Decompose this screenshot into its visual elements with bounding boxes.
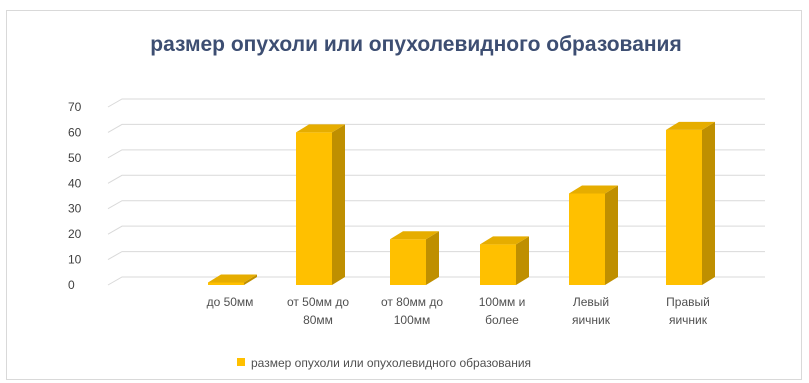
- bar-top: [480, 236, 529, 245]
- y-tick-label: 10: [68, 253, 82, 267]
- y-tick-label: 70: [68, 100, 82, 114]
- bar-side: [702, 121, 715, 285]
- legend-swatch: [237, 358, 245, 366]
- bars: [208, 121, 715, 285]
- x-category-label: яичник: [669, 313, 708, 327]
- legend: размер опухоли или опухолевидного образо…: [237, 356, 531, 370]
- bar: [390, 231, 439, 285]
- bar-top: [666, 121, 715, 130]
- bar: [208, 274, 257, 285]
- bar-top: [390, 231, 439, 240]
- bar-front: [390, 239, 426, 285]
- y-tick-label: 60: [68, 125, 82, 139]
- x-category-label: от 50мм до: [287, 295, 349, 309]
- bar-side: [244, 274, 257, 285]
- bar: [666, 121, 715, 285]
- y-tick-label: 0: [68, 278, 75, 292]
- y-tick-label: 30: [68, 202, 82, 216]
- x-category-label: 80мм: [303, 313, 333, 327]
- gridline: [107, 149, 765, 159]
- bar-top: [569, 185, 618, 194]
- y-tick-label: 50: [68, 151, 82, 165]
- x-category-label: 100мм и: [479, 295, 526, 309]
- legend-label: размер опухоли или опухолевидного образо…: [251, 356, 531, 370]
- gridlines: [107, 98, 765, 286]
- gridline: [107, 276, 765, 286]
- bar-front: [666, 129, 702, 285]
- bar: [296, 124, 345, 285]
- gridline: [107, 174, 765, 184]
- bar: [569, 185, 618, 285]
- gridline: [107, 251, 765, 261]
- x-category-label: до 50мм: [207, 295, 254, 309]
- x-axis-categories: до 50мм от 50мм до 80мм от 80мм до 100мм 100м…: [207, 295, 710, 327]
- bar: [480, 236, 529, 285]
- bar-front: [208, 282, 244, 285]
- bar-side: [332, 124, 345, 285]
- x-category-label: Правый: [666, 295, 710, 309]
- bar-side: [426, 231, 439, 285]
- bar-side: [516, 236, 529, 285]
- gridline: [107, 200, 765, 210]
- bar-top: [208, 274, 257, 283]
- bar-front: [296, 132, 332, 285]
- x-category-label: более: [485, 313, 519, 327]
- bar-side: [605, 185, 618, 285]
- bar-front: [480, 244, 516, 285]
- x-category-label: яичник: [572, 313, 611, 327]
- x-category-label: от 80мм до: [381, 295, 443, 309]
- chart-title: размер опухоли или опухолевидного образо…: [150, 33, 681, 56]
- bar-front: [569, 193, 605, 285]
- y-axis-ticks: 0 10 20 30 40 50 60 70: [68, 100, 82, 292]
- y-tick-label: 40: [68, 176, 82, 190]
- y-tick-label: 20: [68, 227, 82, 241]
- bar-top: [296, 124, 345, 133]
- x-category-label: 100мм: [394, 313, 431, 327]
- x-category-label: Левый: [573, 295, 609, 309]
- gridline: [107, 98, 765, 108]
- gridline: [107, 225, 765, 235]
- gridline: [107, 123, 765, 133]
